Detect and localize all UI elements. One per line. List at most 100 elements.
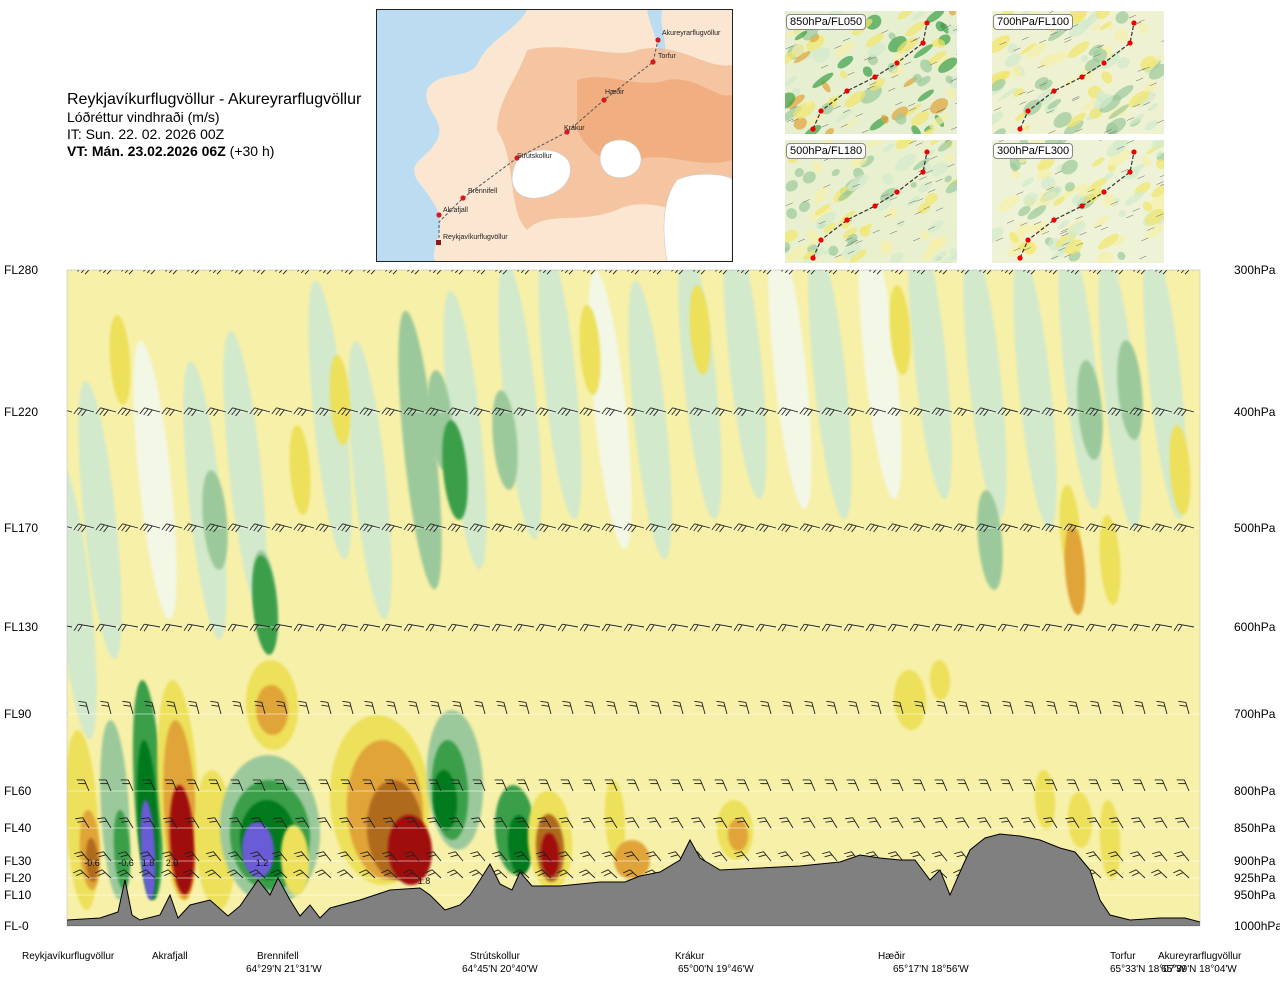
thumbnail-marker [924, 149, 930, 155]
field-band [723, 270, 767, 500]
map-marker[interactable] [650, 59, 656, 65]
thumbnail-barb [855, 113, 863, 117]
thumbnail-barb [1156, 119, 1164, 124]
thumbnail-field [1020, 42, 1037, 55]
thumbnail-barb [1094, 224, 1102, 229]
thumbnail-field [821, 102, 834, 115]
convective-cell [432, 770, 458, 830]
thumbnail-barb [908, 107, 917, 112]
thumbnail-marker [1127, 40, 1133, 46]
issue-time: IT: Sun. 22. 02. 2026 00Z [67, 126, 225, 142]
wind-barb [977, 817, 992, 829]
thumbnail-barb [993, 107, 1002, 111]
wind-barb [183, 623, 205, 632]
wind-barb [67, 407, 73, 413]
map-marker[interactable] [564, 129, 570, 135]
wind-barb [535, 851, 552, 862]
thumbnail-field [1084, 188, 1105, 204]
wind-barb [491, 407, 513, 417]
thumbnail-map [983, 3, 1169, 139]
map-marker[interactable] [514, 155, 520, 161]
wind-barb [843, 407, 865, 417]
wind-barb [887, 407, 909, 417]
wind-barb [271, 869, 288, 879]
wind-barb [801, 817, 816, 829]
wind-barb [1129, 869, 1146, 879]
thumbnail-700hpa[interactable]: 700hPa/FL100 [983, 3, 1169, 139]
wind-barb [337, 407, 359, 417]
wind-barb [1134, 700, 1146, 715]
wind-barb [141, 817, 156, 829]
map-marker[interactable] [460, 195, 466, 201]
wind-barb [139, 869, 156, 879]
thumbnail-field [917, 202, 931, 214]
wind-barb [381, 407, 403, 417]
route-map[interactable]: Akureyrarflugvöllur Torfur Hæðir Krákur … [376, 9, 733, 262]
thumbnail-field [897, 37, 919, 54]
wind-barb [645, 407, 667, 417]
thumbnail-label: 850hPa/FL050 [786, 14, 867, 30]
wind-barb [579, 407, 601, 417]
thumbnail-field [905, 21, 926, 37]
wind-barb [645, 523, 667, 533]
thumbnail-barb [910, 38, 918, 43]
wind-barb [779, 817, 794, 829]
thumbnail-barb [1018, 91, 1026, 96]
wind-barb [889, 817, 904, 829]
thumbnail-field [812, 161, 824, 174]
wind-barb [694, 700, 706, 715]
map-marker[interactable] [601, 97, 607, 103]
map-marker[interactable] [436, 212, 442, 218]
wind-barb [1176, 779, 1190, 792]
thumbnail-field [913, 44, 933, 59]
thumbnail-barb [889, 230, 898, 235]
map-label: Brennifell [468, 188, 498, 195]
thumbnail-barb [927, 226, 936, 230]
thumbnail-field [1111, 235, 1126, 247]
wind-barb [1107, 623, 1129, 632]
map-marker[interactable] [436, 240, 441, 245]
thumbnail-barb [1142, 66, 1150, 71]
wind-barb [689, 523, 711, 533]
wind-barb [823, 817, 838, 829]
wind-barb [689, 623, 711, 632]
thumbnail-marker [1131, 149, 1137, 155]
wind-barb [537, 817, 552, 829]
thumbnail-field [933, 251, 947, 262]
thumbnail-field [1027, 205, 1047, 220]
wind-barb [650, 700, 662, 715]
thumbnail-field [1063, 120, 1084, 136]
thumbnail-field [1134, 182, 1151, 195]
thumbnail-field [890, 65, 905, 78]
wind-barb [821, 407, 843, 417]
thumbnail-marker [818, 237, 824, 243]
thumbnail-barb [1042, 231, 1050, 235]
wind-barb [1085, 851, 1102, 862]
wind-barb [777, 407, 799, 417]
map-marker[interactable] [655, 37, 661, 43]
wind-barb [447, 407, 469, 417]
wind-barb [623, 623, 645, 632]
thumbnail-barb [881, 193, 889, 197]
wind-barb [780, 779, 794, 792]
wind-barb [315, 869, 332, 879]
wind-barb [386, 700, 398, 715]
thumbnail-barb [791, 118, 799, 122]
wind-barb [161, 869, 178, 879]
wind-barb [997, 407, 1019, 417]
wind-barb [1107, 407, 1129, 417]
thumbnail-field [1091, 24, 1100, 32]
thumbnail-label: 300hPa/FL300 [993, 143, 1074, 159]
thumbnail-300hpa[interactable]: 300hPa/FL300 [983, 132, 1171, 267]
wind-barb [469, 407, 491, 417]
contour-label: 1.8 [418, 876, 431, 886]
wind-barb [208, 779, 222, 792]
wind-barb [691, 817, 706, 829]
thumbnail-field [842, 227, 858, 239]
thumbnail-field [886, 207, 898, 219]
thumbnail-barb [1143, 102, 1151, 106]
wind-barb [1129, 523, 1151, 533]
thumbnail-850hpa[interactable]: 850hPa/FL050 [775, 7, 964, 139]
thumbnail-barb [869, 82, 877, 86]
flight-level-label: FL90 [4, 707, 32, 721]
